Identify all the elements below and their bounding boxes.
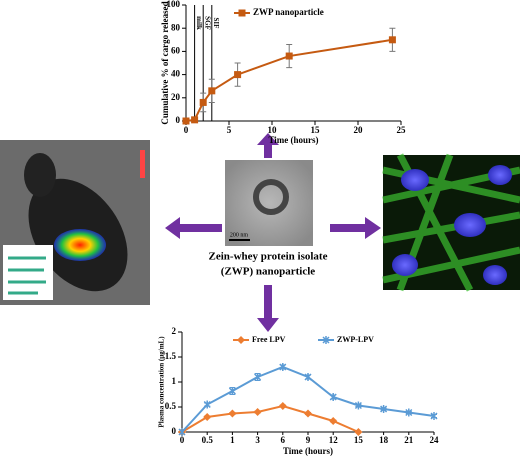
marker <box>228 409 237 418</box>
y-tick-label: 40 <box>171 69 181 79</box>
x-tick-label: 0.5 <box>202 435 214 445</box>
marker <box>199 98 207 106</box>
scale-bar-label: 200 nm <box>230 232 249 238</box>
phase-label: SGF <box>204 16 212 30</box>
y-tick-label: 1.5 <box>165 351 177 361</box>
marker <box>354 401 362 410</box>
marker <box>237 336 245 344</box>
marker <box>238 9 246 17</box>
y-tick-label: 60 <box>171 45 181 55</box>
phase-label: SIF <box>212 18 220 29</box>
y-axis-label: Cumulative % of cargo released <box>160 1 170 124</box>
y-tick-label: 1 <box>172 376 177 386</box>
marker <box>278 402 287 410</box>
legend-label: ZWP-LPV <box>337 335 374 344</box>
phase-label: milk <box>195 16 203 30</box>
y-tick-label: 0 <box>172 426 177 436</box>
legend-label: Free LPV <box>252 335 286 344</box>
y-axis-label: Plasma concentration (µg/mL) <box>158 336 166 428</box>
arrows <box>165 133 381 332</box>
x-axis-label: Time (hours) <box>268 135 318 145</box>
marker <box>228 387 236 395</box>
marker <box>304 409 312 418</box>
x-tick-label: 0 <box>184 125 189 135</box>
y-tick-label: 0.5 <box>165 401 177 411</box>
marker <box>380 405 388 413</box>
legend-label: ZWP nanoparticle <box>253 7 324 17</box>
marker <box>304 373 312 381</box>
marker <box>354 428 363 436</box>
x-tick-label: 12 <box>329 435 339 445</box>
caption-line: Zein-whey protein isolate <box>209 251 328 263</box>
x-tick-label: 15 <box>354 435 364 445</box>
marker <box>329 393 337 401</box>
marker <box>329 417 338 425</box>
x-tick-label: 6 <box>281 435 286 445</box>
marker <box>430 412 438 420</box>
x-axis-label: Time (hours) <box>283 446 333 456</box>
y-tick-label: 0 <box>176 115 181 125</box>
marker <box>178 428 186 436</box>
tem-image: 200 nm <box>225 160 313 246</box>
x-tick-label: 18 <box>379 435 389 445</box>
x-tick-label: 15 <box>311 125 321 135</box>
x-tick-label: 25 <box>397 125 407 135</box>
y-tick-label: 80 <box>171 22 181 32</box>
x-tick-label: 10 <box>268 125 278 135</box>
x-tick-label: 1 <box>230 435 235 445</box>
marker <box>405 408 413 417</box>
marker <box>253 408 262 416</box>
y-tick-label: 2 <box>172 326 177 336</box>
y-tick-label: 20 <box>171 92 181 102</box>
x-tick-label: 20 <box>354 125 364 135</box>
marker <box>234 71 242 79</box>
marker <box>208 87 216 95</box>
x-tick-label: 9 <box>306 435 311 445</box>
marker <box>203 413 212 421</box>
marker <box>285 52 293 60</box>
marker <box>388 36 396 44</box>
marker <box>203 400 211 409</box>
x-tick-label: 24 <box>430 435 440 445</box>
y-tick-label: 100 <box>167 0 181 9</box>
caption-line: (ZWP) nanoparticle <box>221 266 316 278</box>
series-line <box>181 404 359 433</box>
marker <box>182 117 190 125</box>
x-tick-label: 5 <box>227 125 232 135</box>
cell-image <box>382 153 520 292</box>
marker <box>254 373 262 381</box>
marker <box>322 336 330 344</box>
marker <box>279 363 287 371</box>
x-tick-label: 21 <box>404 435 414 445</box>
marker <box>191 116 199 124</box>
x-tick-label: 3 <box>255 435 260 445</box>
mouse-image <box>0 140 150 305</box>
x-tick-label: 0 <box>180 435 185 445</box>
